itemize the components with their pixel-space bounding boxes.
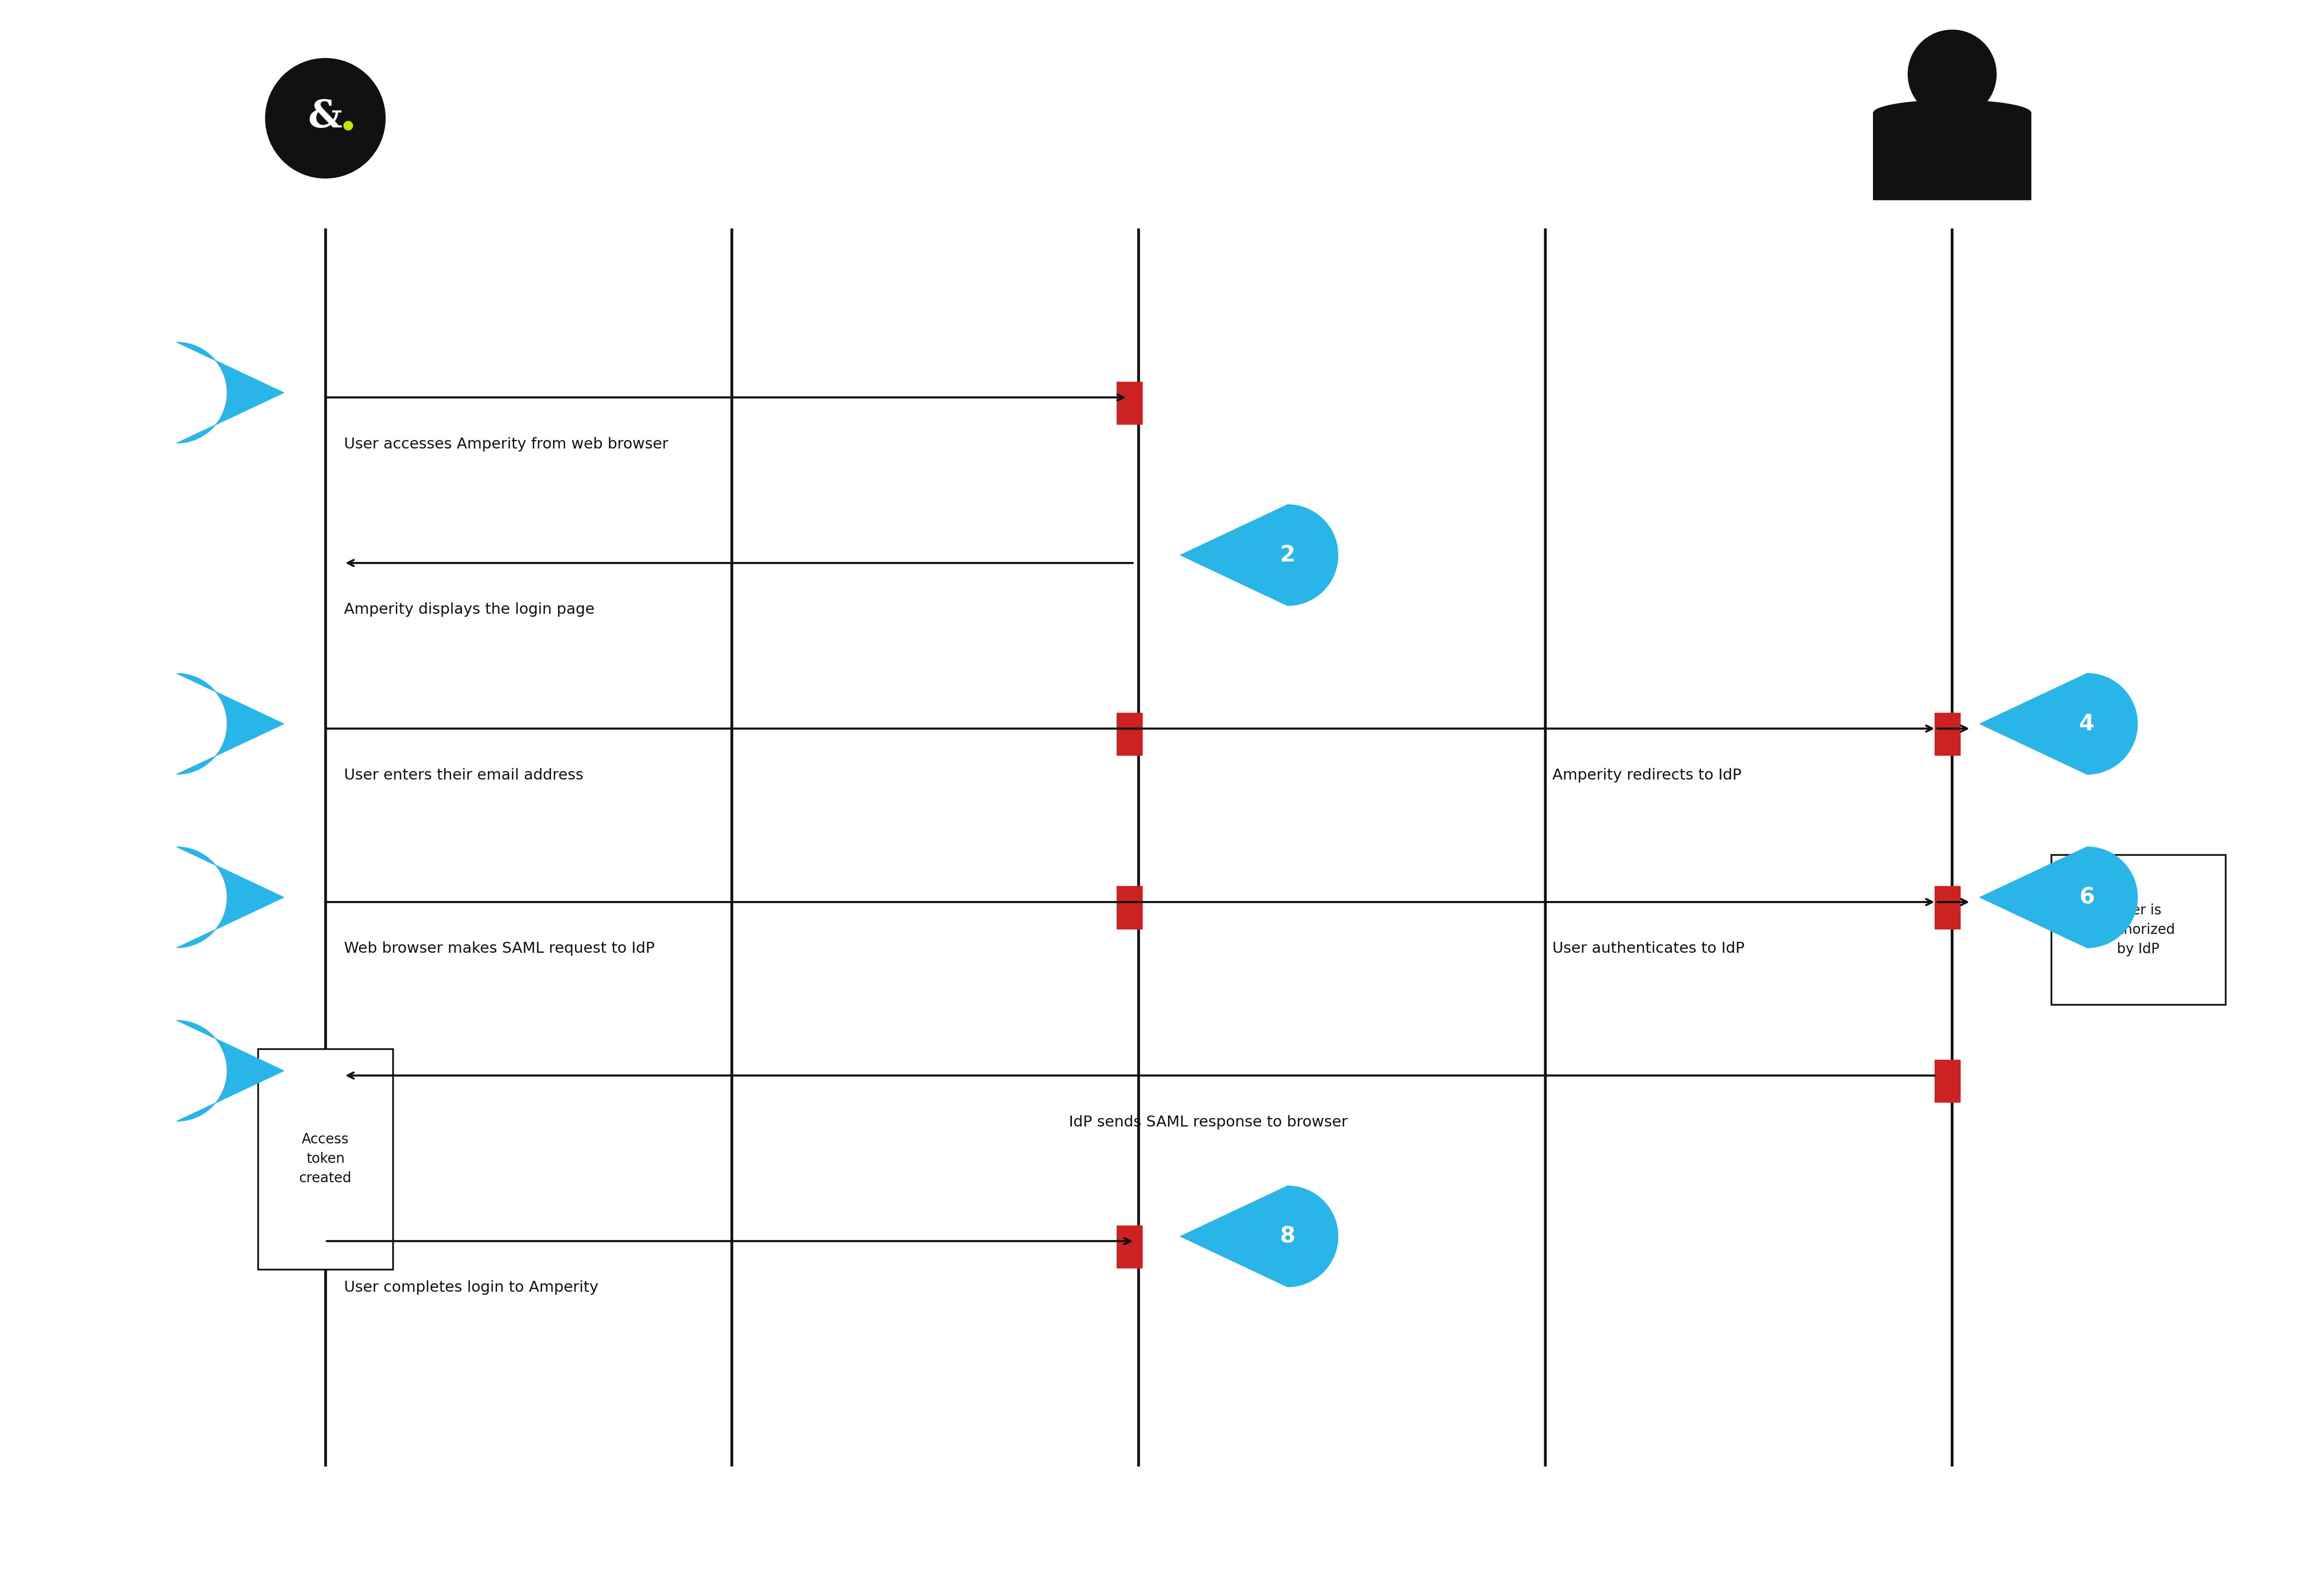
Polygon shape [1980,673,2138,774]
Ellipse shape [1908,30,1996,118]
Bar [1934,713,1961,755]
Text: Access
token
created: Access token created [300,1132,351,1186]
Bar [1116,713,1141,755]
Polygon shape [177,673,284,774]
Bar [2052,855,2226,1005]
Polygon shape [1873,101,2031,200]
Text: User enters their email address: User enters their email address [344,768,583,782]
Text: User authenticates to IdP: User authenticates to IdP [1552,941,1745,956]
Bar [1116,886,1141,929]
Polygon shape [1181,505,1339,606]
Polygon shape [177,1020,284,1121]
Bar [1934,886,1961,929]
Bar [1934,1060,1961,1102]
Polygon shape [177,342,284,443]
Bar [258,1049,393,1269]
Text: IdP sends SAML response to browser: IdP sends SAML response to browser [1069,1115,1348,1129]
Text: User is
authorized
by IdP: User is authorized by IdP [2101,904,2175,956]
Text: 1: 1 [170,382,184,404]
Text: Web browser makes SAML request to IdP: Web browser makes SAML request to IdP [344,941,655,956]
Text: 5: 5 [170,886,184,908]
Text: 3: 3 [170,713,184,735]
Text: Amperity redirects to IdP: Amperity redirects to IdP [1552,768,1741,782]
Polygon shape [177,847,284,948]
Text: User completes login to Amperity: User completes login to Amperity [344,1281,597,1295]
Text: &: & [309,99,342,136]
Polygon shape [1980,847,2138,948]
Bar [1116,382,1141,424]
Text: 4: 4 [2080,713,2094,735]
Polygon shape [1181,1186,1339,1287]
Ellipse shape [265,58,386,178]
Text: Amperity displays the login page: Amperity displays the login page [344,602,595,617]
Text: 2: 2 [1281,544,1294,566]
Text: 8: 8 [1281,1225,1294,1247]
Text: 7: 7 [170,1060,184,1082]
Text: 6: 6 [2080,886,2094,908]
Text: User accesses Amperity from web browser: User accesses Amperity from web browser [344,437,669,451]
Bar [1116,1225,1141,1268]
